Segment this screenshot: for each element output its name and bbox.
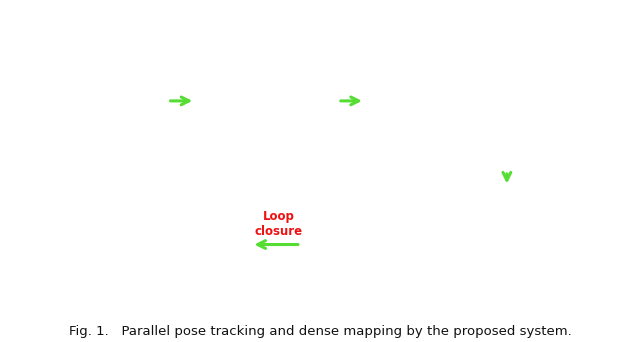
Text: Fig. 1.   Parallel pose tracking and dense mapping by the proposed system.: Fig. 1. Parallel pose tracking and dense… (68, 325, 572, 338)
Text: Loop
closure: Loop closure (254, 210, 303, 238)
